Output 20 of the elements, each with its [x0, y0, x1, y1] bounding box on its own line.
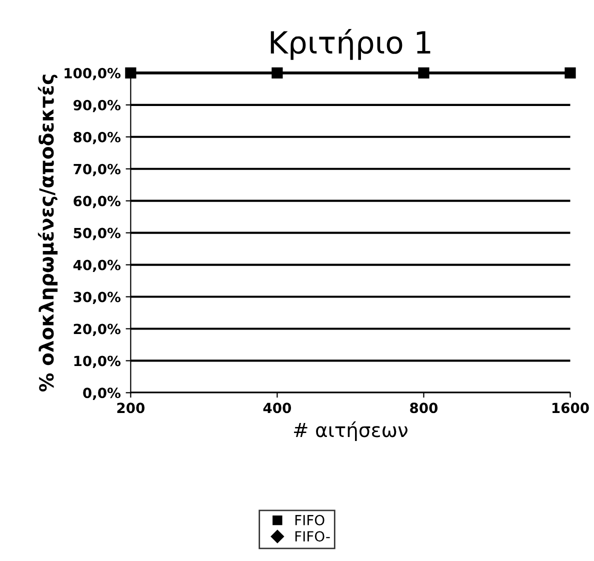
- y-tick-label: 10,0%: [74, 356, 121, 368]
- chart-title: Κριτήριο 1: [270, 29, 430, 60]
- y-tick-label: 20,0%: [74, 324, 121, 336]
- y-tick-label: 50,0%: [74, 228, 121, 240]
- x-tick-label: 200: [117, 402, 145, 414]
- x-tick-label: 800: [410, 402, 438, 414]
- x-axis-title: # αιτήσεων: [294, 421, 408, 442]
- y-tick-label: 80,0%: [74, 132, 121, 144]
- y-tick-label: 100,0%: [64, 68, 121, 80]
- legend-label: FIFO-: [295, 531, 330, 542]
- y-tick-label: 60,0%: [74, 196, 121, 208]
- x-tick-label: 1600: [552, 402, 589, 414]
- y-tick-label: 70,0%: [74, 164, 121, 176]
- y-tick-label: 40,0%: [73, 260, 121, 272]
- legend-label: FIFO: [295, 514, 324, 526]
- y-tick-label: 30,0%: [74, 292, 121, 304]
- y-axis-title: % ολοκληρωμένες/αποδεκτές: [38, 74, 58, 392]
- y-tick-label: 0,0%: [83, 388, 121, 400]
- y-tick-label: 90,0%: [73, 100, 121, 112]
- x-tick-label: 400: [263, 402, 292, 414]
